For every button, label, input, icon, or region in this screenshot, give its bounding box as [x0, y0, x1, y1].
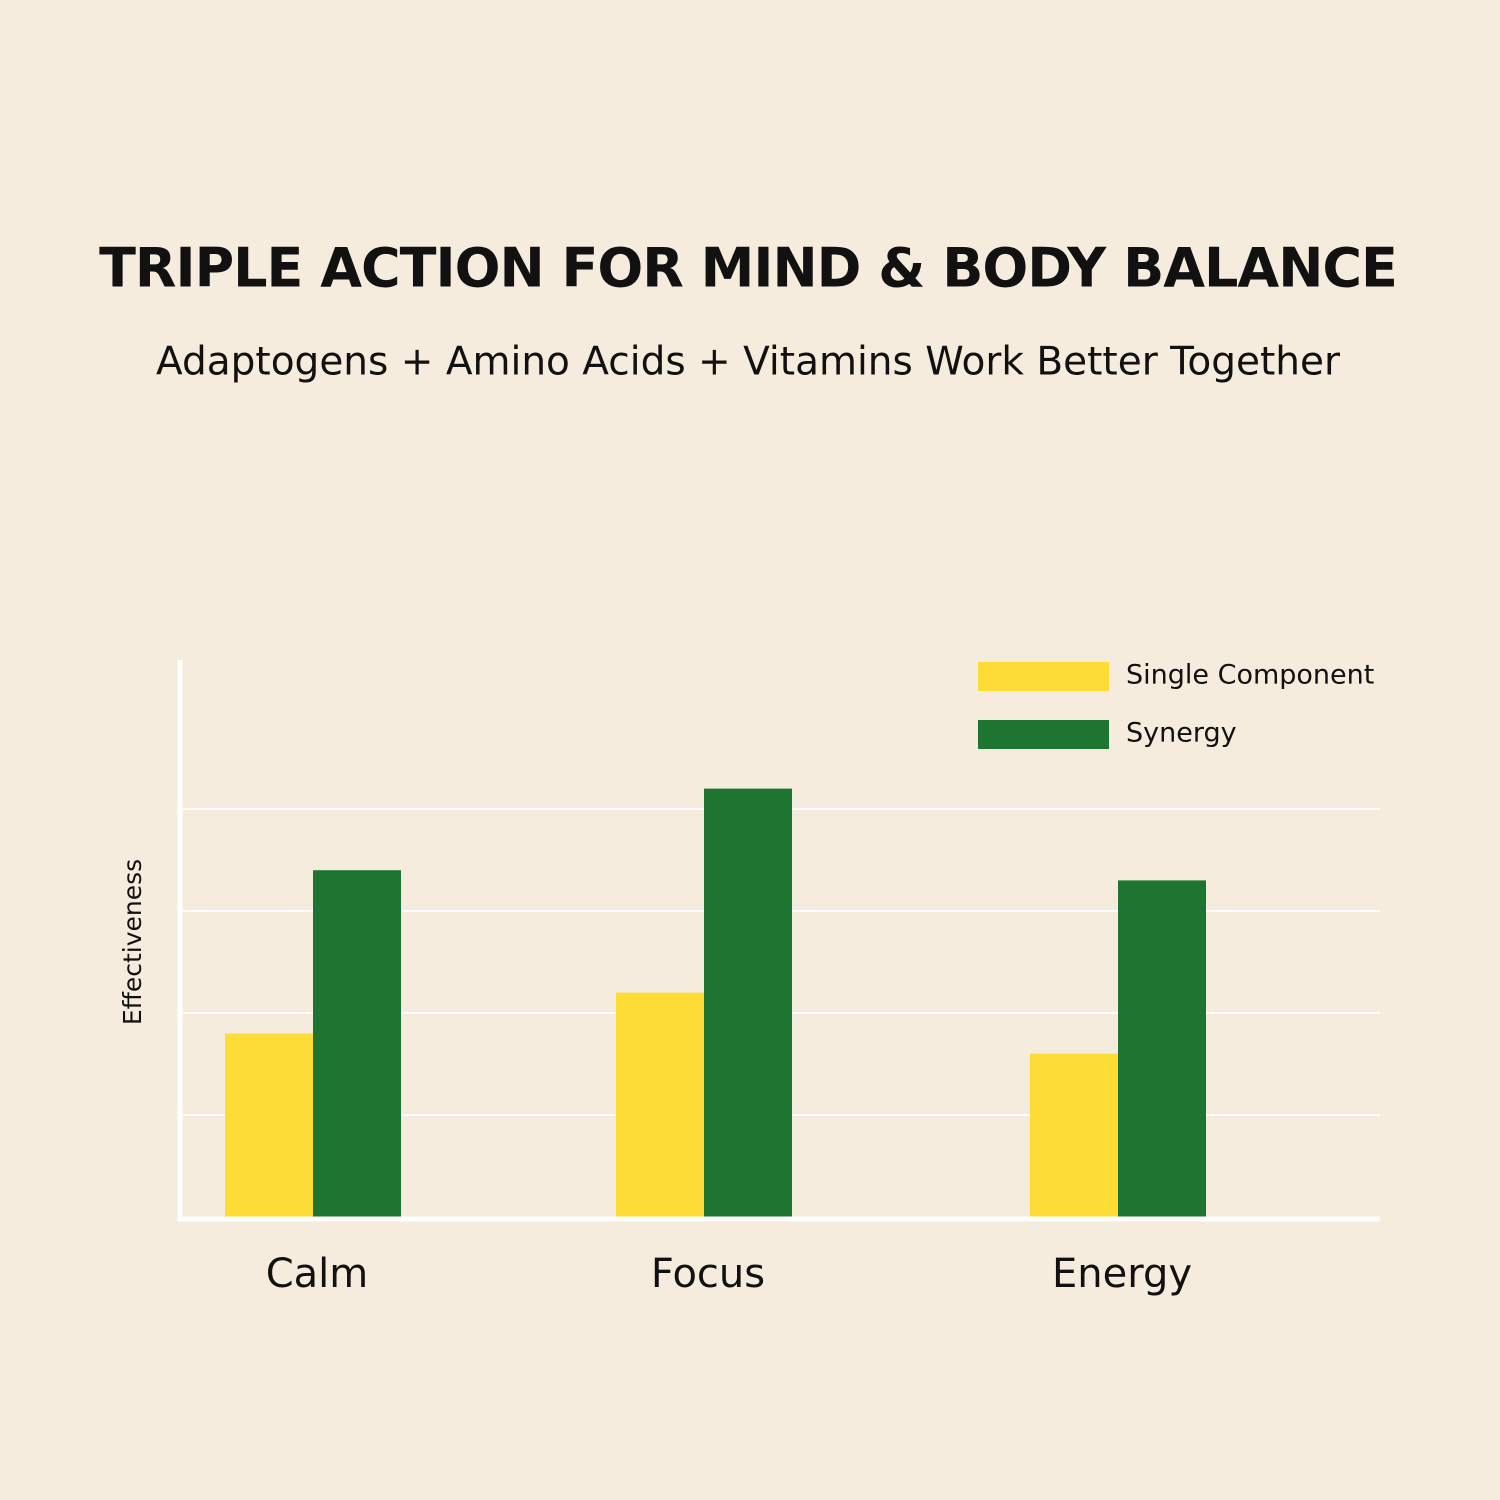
bar	[704, 788, 792, 1217]
legend-swatch	[978, 720, 1109, 749]
legend-label: Single Component	[1126, 660, 1374, 691]
legend-swatch	[978, 662, 1109, 691]
chart-subtitle: Adaptogens + Amino Acids + Vitamins Work…	[156, 340, 1341, 385]
x-tick-label: Energy	[1052, 1251, 1192, 1297]
bar	[313, 870, 401, 1217]
y-axis-label: Effectiveness	[118, 859, 147, 1025]
legend-label: Synergy	[1126, 718, 1237, 749]
bar	[1030, 1053, 1118, 1217]
bar	[1118, 880, 1206, 1217]
bar	[225, 1033, 313, 1217]
chart-title: TRIPLE ACTION FOR MIND & BODY BALANCE	[99, 237, 1397, 300]
x-tick-label: Calm	[266, 1251, 369, 1297]
bar	[616, 992, 704, 1217]
x-tick-label: Focus	[651, 1251, 765, 1297]
